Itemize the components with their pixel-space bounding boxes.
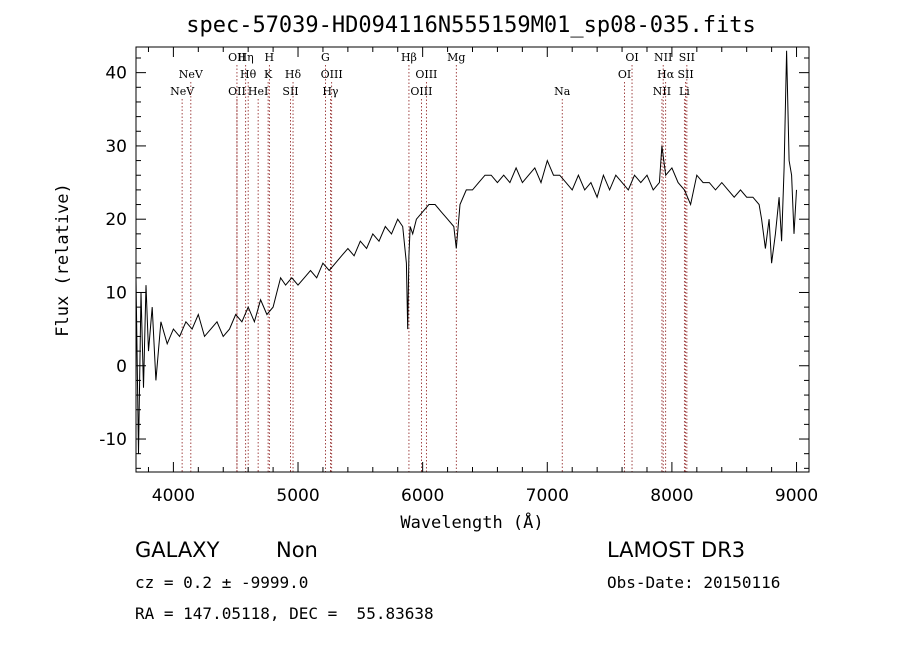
object-class: GALAXY [135, 538, 220, 562]
line-marker-label: OII [228, 85, 246, 98]
line-marker-label: HeI [248, 85, 268, 98]
line-marker-label: Hβ [401, 51, 417, 64]
line-marker-label: OI [618, 68, 631, 81]
y-tick-label: 20 [105, 210, 127, 230]
chart-title: spec-57039-HD094116N555159M01_sp08-035.f… [186, 13, 756, 38]
line-marker-label: SII [679, 51, 695, 64]
y-tick-label: 10 [105, 283, 127, 303]
line-marker-label: Hδ [285, 68, 302, 81]
y-tick-label: 30 [105, 137, 127, 157]
line-marker-label: OIII [321, 68, 343, 81]
line-marker-label: NII [653, 85, 671, 98]
line-marker-label: K [264, 68, 273, 81]
coordinates: RA = 147.05118, DEC = 55.83638 [135, 604, 434, 623]
redshift-cz: cz = 0.2 ± -9999.0 [135, 573, 309, 592]
y-tick-label: -10 [99, 430, 127, 450]
spectrum-line [135, 50, 797, 454]
line-marker-label: Mg [447, 51, 465, 64]
line-marker-label: OIII [415, 68, 437, 81]
obs-date: Obs-Date: 20150116 [607, 573, 781, 592]
line-marker-label: OI [625, 51, 638, 64]
spectrum-series [135, 50, 797, 454]
line-marker-label: Hθ [240, 68, 257, 81]
x-axis-label: Wavelength (Å) [400, 511, 543, 533]
x-tick-label: 4000 [152, 486, 195, 506]
x-tick-label: 8000 [650, 486, 693, 506]
line-marker-label: SII [677, 68, 693, 81]
axis-ticks: 4000 5000 6000 7000 8000 9000 -10 0 10 20 30 40 [99, 47, 818, 506]
x-tick-label: 6000 [401, 486, 444, 506]
line-marker-label: NII [654, 51, 672, 64]
object-subclass: Non [276, 538, 318, 562]
line-marker-label: Na [554, 85, 571, 98]
line-marker-label: H [265, 51, 275, 64]
line-marker-label: NeV [179, 68, 204, 81]
y-tick-label: 0 [116, 357, 127, 377]
line-marker-label: OII [228, 51, 246, 64]
line-marker-label: SII [282, 85, 298, 98]
y-axis-label: Flux (relative) [53, 183, 73, 337]
line-marker-label: Hγ [322, 85, 339, 98]
x-tick-label: 5000 [276, 486, 319, 506]
line-marker-label: Li [679, 85, 690, 98]
line-marker-label: Hα [657, 68, 675, 81]
line-marker-label: Hη [238, 51, 254, 64]
x-tick-label: 7000 [526, 486, 569, 506]
line-marker-label: OIII [410, 85, 432, 98]
survey-name: LAMOST DR3 [607, 538, 746, 562]
line-marker-label: G [321, 51, 330, 64]
y-tick-label: 40 [105, 64, 127, 84]
x-tick-label: 9000 [775, 486, 818, 506]
line-marker-label: NeV [170, 85, 195, 98]
